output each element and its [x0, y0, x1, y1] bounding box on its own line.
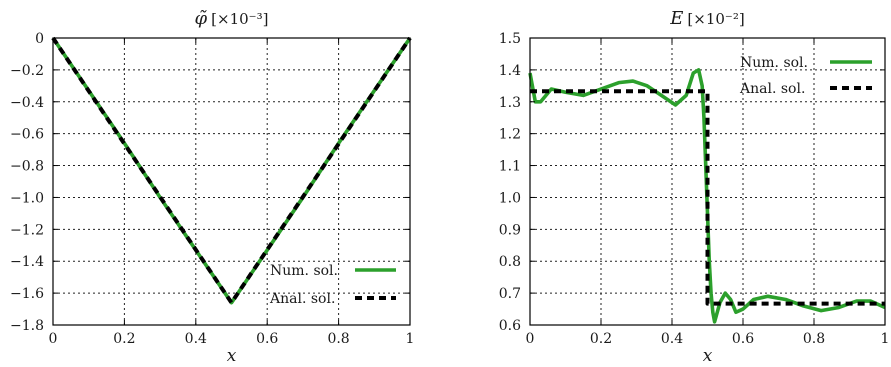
x-tick-label: 0.2: [113, 331, 135, 347]
y-tick-label: −1.6: [10, 286, 44, 302]
y-tick-label: −1.0: [10, 190, 44, 206]
legend-label: Anal. sol.: [739, 81, 805, 97]
x-tick-label: 0.4: [661, 331, 683, 347]
x-axis-label: x: [703, 346, 713, 366]
y-tick-label: 0.7: [499, 286, 521, 302]
series-line-numerical: [51, 36, 412, 305]
y-tick-label: −1.8: [10, 318, 44, 334]
x-axis-label: x: [227, 346, 237, 366]
legend-label: Num. sol.: [270, 263, 338, 279]
chart-panel-1: 0 0.2 0.4 0.6 0.8 1 0 −0.2 −0.4 −0.6 −0.8 −1.0 −1.2 −…: [10, 8, 414, 366]
y-tick-label: 1.3: [499, 95, 521, 111]
y-tick-label: −1.2: [10, 222, 44, 238]
x-tick-label: 1: [881, 331, 890, 347]
series-line-numerical: [528, 68, 886, 324]
x-tick-label: 0.8: [327, 331, 349, 347]
plot-frame: [52, 37, 411, 326]
y-tick-label: 0.9: [499, 222, 521, 238]
x-tick-label: 1: [406, 331, 415, 347]
x-tick-label: 0: [49, 331, 58, 347]
y-tick-label: −1.4: [10, 254, 44, 270]
x-tick-label: 0.2: [590, 331, 612, 347]
legend: Num. sol. Anal. sol.: [269, 263, 396, 307]
y-tick-label: 0: [35, 31, 44, 47]
legend-label: Num. sol.: [740, 55, 808, 71]
x-tick-label: 0.6: [256, 331, 278, 347]
chart-panel-2: 0 0.2 0.4 0.6 0.8 1 0.6 0.7 0.8 0.9 1.0 1.1 1.2 1.3 1.…: [499, 8, 890, 366]
y-tick-label: 1.1: [499, 159, 521, 175]
x-tick-label: 0.6: [732, 331, 754, 347]
x-tick-label: 0.4: [185, 331, 207, 347]
y-tick-label: 0.8: [499, 254, 521, 270]
y-tick-label: −0.8: [10, 159, 44, 175]
y-tick-label: 0.6: [499, 318, 521, 334]
y-tick-label: −0.2: [10, 63, 44, 79]
y-tick-label: 1.4: [499, 63, 521, 79]
chart-title: E [×10⁻²]: [669, 8, 744, 29]
plot-frame: [529, 37, 886, 326]
y-tick-label: 1.2: [499, 127, 521, 143]
x-tick-label: 0.8: [803, 331, 825, 347]
legend: Num. sol. Anal. sol.: [739, 55, 872, 97]
series-line-analytical: [51, 36, 412, 305]
legend-label: Anal. sol.: [269, 291, 335, 307]
y-tick-label: −0.4: [10, 95, 44, 111]
chart-title: φ̃ [×10⁻³]: [195, 8, 269, 29]
y-tick-label: −0.6: [10, 127, 44, 143]
y-tick-label: 1.0: [499, 190, 521, 206]
series-line-analytical: [530, 89, 885, 306]
y-tick-label: 1.5: [499, 31, 521, 47]
x-tick-label: 0: [526, 331, 535, 347]
